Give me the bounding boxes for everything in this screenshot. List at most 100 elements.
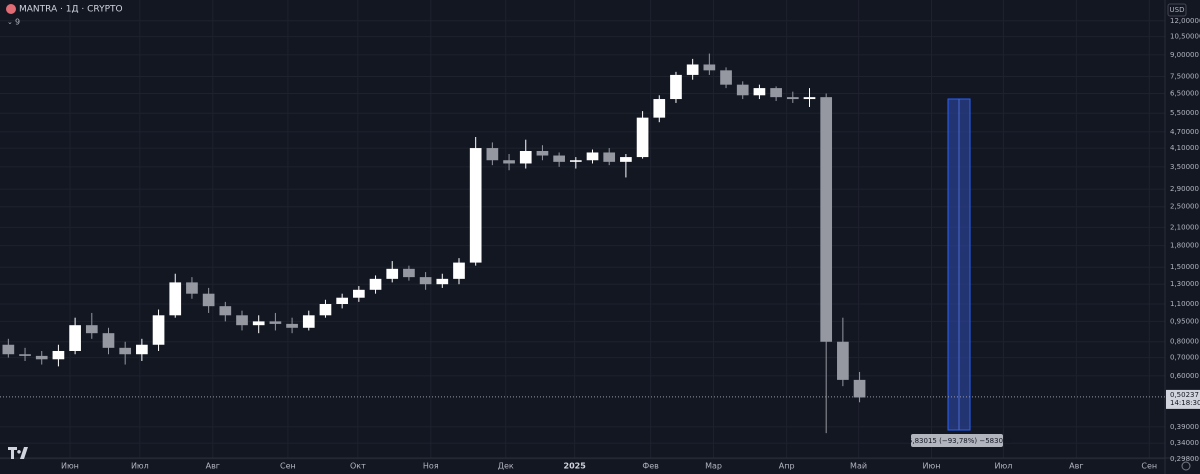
candle-body bbox=[52, 350, 65, 360]
y-tick-label: 0,95000 bbox=[1170, 317, 1199, 325]
candle-body bbox=[286, 323, 298, 328]
y-tick-label: 3,50000 bbox=[1170, 163, 1199, 171]
candle-body bbox=[269, 321, 282, 324]
candle-body bbox=[369, 278, 382, 290]
x-tick-label: 2025 bbox=[564, 462, 587, 471]
y-tick-label: 10,50000 bbox=[1170, 33, 1200, 41]
tv-logo bbox=[8, 447, 28, 459]
candle-body bbox=[319, 304, 332, 316]
candle-body bbox=[136, 344, 148, 355]
x-tick-label: Сен bbox=[1141, 462, 1157, 471]
candle-body bbox=[620, 157, 632, 162]
candle-body bbox=[219, 306, 232, 316]
candle-body bbox=[686, 64, 699, 75]
candle-body bbox=[386, 268, 399, 279]
y-tick-label: 5,50000 bbox=[1170, 109, 1199, 117]
x-tick-label: Авг bbox=[1069, 462, 1083, 471]
x-tick-label: Ноя bbox=[423, 462, 439, 471]
y-tick-label: 6,50000 bbox=[1170, 89, 1199, 97]
currency-box[interactable] bbox=[1167, 3, 1187, 17]
candle-body bbox=[786, 97, 799, 100]
candle-body bbox=[453, 262, 465, 279]
symbol[interactable]: MANTRA · 1Д · CRYPTO bbox=[19, 5, 123, 15]
candle-body bbox=[19, 354, 31, 356]
currency[interactable]: USD bbox=[1170, 6, 1185, 14]
candle-body bbox=[202, 293, 215, 307]
y-tick-label: 1,80000 bbox=[1170, 242, 1199, 250]
candle-body bbox=[69, 325, 81, 351]
candle-body bbox=[519, 150, 532, 164]
candle-body bbox=[436, 278, 449, 285]
candle-body bbox=[252, 321, 265, 326]
y-tick-label: 1,50000 bbox=[1170, 263, 1199, 271]
candle-body bbox=[102, 333, 115, 348]
settings-icon[interactable] bbox=[1181, 461, 1191, 471]
y-tick-label: 0,29800 bbox=[1170, 455, 1199, 463]
x-tick-label: Окт bbox=[350, 462, 366, 471]
candle-body bbox=[486, 148, 499, 161]
candle-body bbox=[636, 117, 649, 158]
y-tick-label: 2,50000 bbox=[1170, 203, 1199, 211]
y-tick-label: 0,70000 bbox=[1170, 354, 1199, 362]
candle-body bbox=[820, 97, 833, 342]
candle-body bbox=[419, 277, 432, 285]
x-tick-label: Июл bbox=[131, 462, 149, 471]
candle-body bbox=[85, 325, 98, 334]
x-tick-label: Мар bbox=[705, 462, 722, 471]
x-tick-label: Фев bbox=[642, 462, 659, 471]
y-tick-label: 9,00000 bbox=[1170, 51, 1199, 59]
y-tick-label: 7,50000 bbox=[1170, 72, 1199, 80]
candle-body bbox=[186, 282, 198, 294]
x-tick-label: Апр bbox=[779, 462, 795, 471]
candle-body bbox=[720, 70, 732, 85]
candle-body bbox=[152, 315, 165, 345]
candle-body bbox=[603, 152, 616, 162]
candle-body bbox=[837, 341, 849, 380]
candles bbox=[2, 53, 866, 434]
candle-body bbox=[302, 315, 315, 328]
candle-body bbox=[586, 152, 599, 161]
candle-body bbox=[653, 99, 666, 118]
collapse-icon[interactable]: ⌄ bbox=[7, 18, 13, 26]
y-tick-label: 4,70000 bbox=[1170, 128, 1199, 136]
x-tick-label: Май bbox=[850, 462, 867, 471]
y-tick-label: 1,30000 bbox=[1170, 280, 1199, 288]
candle-body bbox=[236, 315, 248, 326]
last-price-label: 0,50237 bbox=[1170, 391, 1199, 399]
candle-body bbox=[736, 84, 749, 96]
candle-body bbox=[503, 160, 515, 164]
y-tick-label: 1,10000 bbox=[1170, 300, 1199, 308]
measure-label: −5,83015 (−93,78%) −583015 bbox=[902, 437, 1012, 445]
logo-shape bbox=[8, 447, 28, 459]
candle-body bbox=[569, 160, 582, 162]
candle-body bbox=[469, 148, 482, 263]
candle-body bbox=[853, 379, 866, 398]
countdown: 14:18:30 bbox=[1170, 399, 1200, 407]
candle-body bbox=[336, 297, 348, 305]
candle-body bbox=[2, 344, 15, 355]
x-tick-label: Авг bbox=[206, 462, 220, 471]
x-tick-label: Июн bbox=[923, 462, 941, 471]
measure-label-box bbox=[911, 434, 1003, 447]
candle-body bbox=[803, 97, 816, 100]
candle-body bbox=[770, 88, 782, 98]
candle-body bbox=[670, 74, 682, 100]
candle-body bbox=[403, 268, 415, 278]
x-tick-label: Дек bbox=[498, 462, 514, 471]
y-tick-label: 12,00000 bbox=[1170, 17, 1200, 25]
indicator-count[interactable]: 9 bbox=[15, 18, 20, 27]
x-tick-label: Сен bbox=[280, 462, 296, 471]
grid bbox=[0, 0, 1165, 460]
candle-body bbox=[169, 282, 182, 316]
x-tick-label: Июл bbox=[995, 462, 1013, 471]
y-tick-label: 0,60000 bbox=[1170, 372, 1199, 380]
y-tick-label: 0,34000 bbox=[1170, 439, 1199, 447]
y-tick-label: 2,10000 bbox=[1170, 223, 1199, 231]
x-tick-label: Июн bbox=[61, 462, 79, 471]
candle-body bbox=[119, 347, 132, 355]
header: MANTRA · 1Д · CRYPTO ⌄ 9 bbox=[6, 4, 123, 27]
candle-body bbox=[353, 289, 365, 298]
y-tick-label: 0,39000 bbox=[1170, 423, 1199, 431]
